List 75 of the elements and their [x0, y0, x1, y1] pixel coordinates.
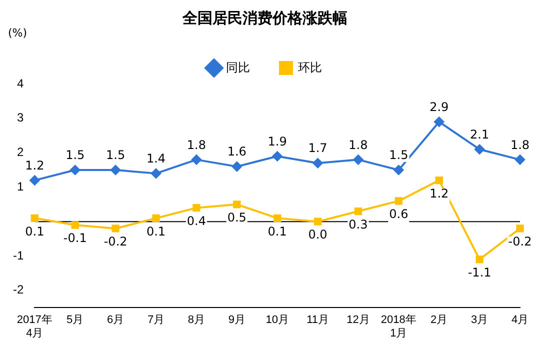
point [151, 168, 162, 178]
y-tick-label: 1 [16, 180, 24, 194]
y-tick-label: 3 [16, 110, 24, 125]
point [515, 154, 525, 165]
legend-label: 同比 [226, 60, 250, 74]
y-tick-label: -1 [13, 248, 24, 262]
x-tick-label: 3月 [470, 314, 488, 326]
x-tick-label: 11月 [306, 314, 329, 326]
point [30, 175, 40, 186]
data-label: 0.1 [25, 224, 44, 238]
point [152, 214, 160, 222]
legend-label: 环比 [298, 60, 322, 74]
data-label: 1.5 [389, 148, 408, 162]
point [434, 116, 444, 127]
x-tick-label: 4月 [511, 314, 529, 326]
point [354, 207, 362, 216]
point [70, 165, 80, 175]
point [112, 224, 120, 232]
point [233, 200, 241, 208]
data-label: 1.4 [146, 152, 166, 166]
data-label: 1.8 [348, 138, 368, 152]
point [192, 204, 200, 212]
data-label: 2.9 [430, 100, 449, 114]
point [110, 165, 121, 175]
point [312, 158, 323, 168]
y-tick-label: -2 [13, 282, 24, 297]
y-axis-title: (%) [8, 26, 28, 40]
x-tick-label: 2月 [430, 314, 448, 326]
x-tick-label: 7月 [147, 314, 165, 326]
point [394, 165, 404, 175]
data-label: 0.4 [186, 214, 206, 228]
data-label: 2.1 [470, 127, 490, 142]
data-label: 1.6 [227, 144, 246, 159]
data-label: 0.3 [348, 217, 368, 232]
data-label: -0.2 [508, 234, 532, 249]
data-label: 0.6 [389, 207, 408, 222]
data-label: 1.8 [186, 138, 206, 152]
point [191, 154, 202, 165]
x-tick-label: 5月 [66, 314, 84, 326]
x-tick-label: 2017年 4月 [16, 314, 52, 340]
y-tick-label: 4 [16, 76, 24, 90]
point [232, 162, 242, 172]
point [474, 144, 485, 154]
data-label: 0.0 [308, 228, 328, 242]
data-label: -0.1 [63, 231, 87, 246]
data-label: 1.5 [66, 148, 85, 162]
x-tick-label: 2018年 1月 [380, 314, 416, 340]
data-label: 1.9 [268, 134, 287, 148]
data-label: 1.7 [308, 141, 328, 156]
data-label: 0.1 [146, 224, 166, 238]
data-label: 1.2 [25, 158, 44, 172]
point [30, 214, 38, 222]
y-tick-label: 2 [16, 145, 24, 160]
point [435, 176, 443, 184]
x-tick-label: 10月 [266, 314, 289, 326]
data-label: 1.2 [430, 186, 449, 200]
point [272, 151, 282, 162]
data-label: 1.5 [106, 148, 126, 162]
x-tick-label: 8月 [188, 314, 206, 326]
data-label: 1.8 [510, 138, 530, 152]
chart-title: 全国居民消费价格涨跌幅 [182, 8, 348, 27]
data-label: -0.2 [104, 234, 128, 249]
point [394, 197, 402, 205]
point [516, 224, 524, 232]
data-label: 0.5 [227, 210, 246, 225]
x-tick-label: 6月 [106, 314, 124, 326]
point [274, 214, 282, 222]
data-label: 0.1 [268, 224, 287, 238]
point [353, 154, 364, 165]
point [314, 218, 322, 226]
point [476, 256, 484, 264]
x-tick-label: 9月 [228, 314, 246, 326]
data-label: -1.1 [468, 266, 492, 280]
x-tick-label: 12月 [346, 314, 370, 326]
point [71, 221, 79, 229]
